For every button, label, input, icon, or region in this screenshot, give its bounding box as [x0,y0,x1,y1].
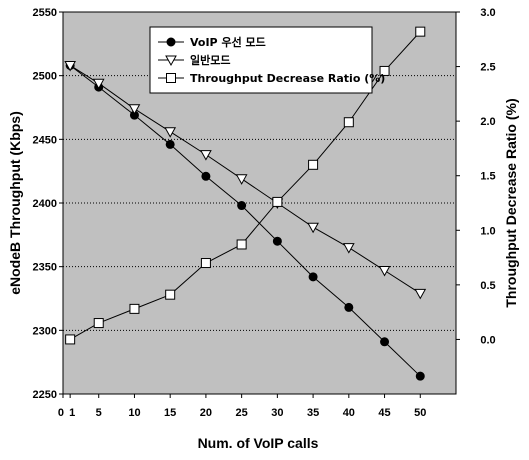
left-tick-label: 2500 [33,71,57,83]
right-axis-title: Throughput Decrease Ratio (%) [503,98,519,307]
x-tick-label: 50 [414,407,426,419]
right-tick-label: 0.0 [480,334,495,346]
data-point [128,104,141,115]
left-tick-label: 2300 [33,325,57,337]
x-tick-label: 0 [58,407,64,419]
data-point [343,117,354,128]
data-point [92,78,105,90]
data-point [380,337,390,347]
left-tick-label: 2450 [33,134,57,146]
data-point [166,73,176,83]
data-point [342,243,355,254]
data-point [378,265,391,277]
left-tick-label: 2350 [33,262,57,274]
data-point [236,239,247,250]
right-tick-label: 1.5 [480,171,495,183]
left-axis-title: eNodeB Throughput (Kbps) [7,111,23,295]
series-3 [65,26,426,345]
x-axis-ticks: 0 1 5 10 15 20 25 30 35 40 45 50 [58,407,427,419]
data-point [164,127,177,138]
data-point [415,371,425,381]
left-tick-label: 2550 [33,7,57,19]
right-tick-label: 0.5 [480,280,495,292]
grid [63,75,456,331]
right-tick-label: 1.0 [480,225,495,237]
data-point [272,236,282,246]
x-tick-label: 1 [69,407,75,419]
data-point [201,171,211,181]
data-point [379,65,390,76]
legend-label: Throughput Decrease Ratio (%) [190,72,385,85]
data-point [166,37,176,47]
right-tick-label: 2.5 [480,62,495,74]
data-point [64,60,76,72]
series-1 [65,60,425,381]
x-tick-label: 45 [378,407,390,419]
data-point [307,222,319,234]
legend-entry: 일반모드 [158,53,230,67]
x-tick-label: 20 [200,407,212,419]
right-tick-label: 2.0 [480,116,495,128]
x-tick-label: 5 [96,407,102,419]
data-point [200,258,211,269]
data-point [165,139,175,149]
series-2 [64,60,427,300]
x-tick-label: 35 [307,407,319,419]
data-point [308,159,319,170]
data-point [344,302,354,312]
x-axis-title: Num. of VoIP calls [198,435,319,451]
x-tick-label: 30 [271,407,283,419]
x-tick-label: 15 [164,407,176,419]
data-point [308,272,318,282]
x-tick-label: 25 [236,407,248,419]
x-tick-label: 10 [128,407,140,419]
legend-entry: VoIP 우선 모드 [158,35,266,49]
data-point [165,55,177,67]
data-point [129,303,140,314]
axes [59,11,460,398]
data-point [415,26,426,37]
data-point [237,201,247,211]
series-layer [64,26,427,381]
legend-label: VoIP 우선 모드 [190,35,266,49]
right-axis-ticks: 0.0 0.5 1.0 1.5 2.0 2.5 3.0 [480,7,495,346]
data-point [272,196,283,207]
data-point [165,289,176,300]
legend-box [149,26,373,94]
data-point [93,318,104,329]
data-point [414,288,427,300]
x-tick-label: 40 [343,407,355,419]
legend-entry: Throughput Decrease Ratio (%) [158,72,385,85]
left-tick-label: 2250 [33,389,57,401]
data-point [65,334,76,345]
left-tick-label: 2400 [33,198,57,210]
right-tick-label: 3.0 [480,7,495,19]
left-axis-ticks: 2250 2300 2350 2400 2450 2500 2550 [33,7,57,401]
data-point [200,150,212,161]
legend-label: 일반모드 [190,53,230,67]
data-point [235,174,248,185]
